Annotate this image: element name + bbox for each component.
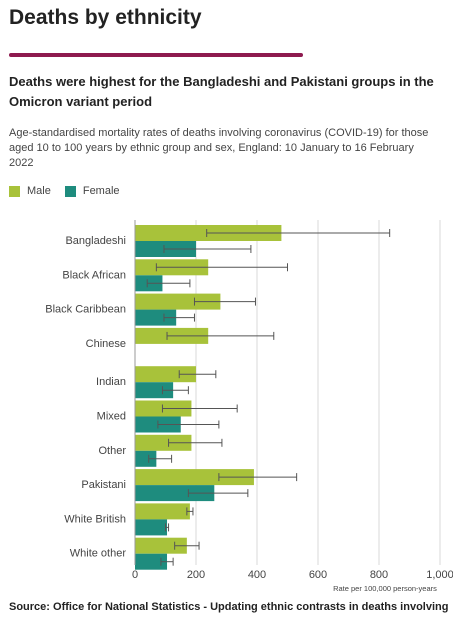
legend-item-female: Female — [64, 185, 120, 197]
bar-female-white-british — [135, 519, 168, 536]
category-label: Bangladeshi — [65, 235, 126, 247]
bar-female-other — [135, 450, 157, 467]
legend-swatch-male — [9, 185, 20, 197]
legend-item-male: Male — [9, 185, 51, 197]
bar-female-white-other — [135, 553, 168, 570]
title-underline — [9, 53, 303, 57]
bar-male-white-british — [135, 503, 190, 520]
bar-male-indian — [135, 366, 196, 383]
bar-male-pakistani — [135, 469, 254, 486]
bar-male-black-caribbean — [135, 293, 221, 310]
legend-label-male: Male — [27, 185, 51, 197]
category-label: Black Caribbean — [45, 304, 126, 316]
chart-headline: Deaths were highest for the Bangladeshi … — [9, 74, 434, 109]
page-title: Deaths by ethnicity — [9, 6, 202, 29]
bar-chart: Bangladeshi Black African Black Caribbean C… — [45, 220, 453, 593]
x-axis-label: Rate per 100,000 person-years — [333, 584, 437, 593]
x-tick-label: 1,000 — [426, 569, 453, 581]
category-label: Other — [98, 445, 126, 457]
category-label: Indian — [96, 376, 126, 388]
x-tick-label: 400 — [248, 569, 266, 581]
x-tick-label: 600 — [309, 569, 327, 581]
bar-male-white-other — [135, 537, 187, 554]
category-label: White British — [64, 513, 126, 525]
bar-female-black-caribbean — [135, 309, 177, 326]
x-tick-label: 0 — [132, 569, 138, 581]
category-label: White other — [70, 548, 127, 560]
source-note: Source: Office for National Statistics -… — [9, 601, 449, 613]
bar-male-other — [135, 434, 192, 451]
legend-label-female: Female — [82, 185, 120, 197]
chart-subtitle: Age-standardised mortality rates of deat… — [9, 127, 429, 169]
bar-female-pakistani — [135, 485, 215, 502]
bar-female-indian — [135, 382, 174, 399]
category-label: Black African — [62, 269, 126, 281]
x-tick-label: 200 — [187, 569, 205, 581]
legend-swatch-female — [64, 185, 76, 197]
category-label: Chinese — [86, 338, 126, 350]
chart-legend: Male Female — [9, 185, 134, 197]
category-label: Mixed — [97, 411, 126, 423]
category-label: Pakistani — [81, 479, 126, 491]
x-tick-label: 800 — [370, 569, 388, 581]
